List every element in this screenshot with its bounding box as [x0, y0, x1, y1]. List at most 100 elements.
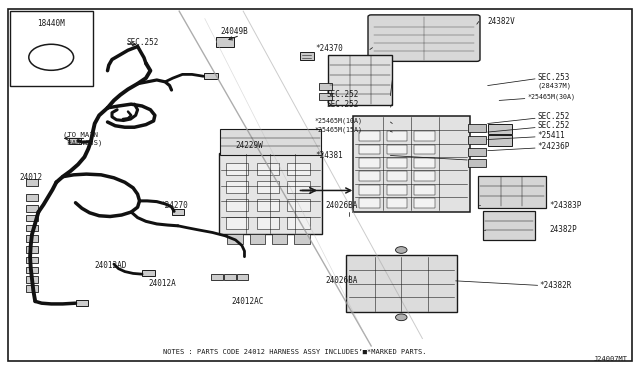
Bar	[26, 267, 38, 273]
Text: *24270: *24270	[160, 201, 188, 210]
Bar	[387, 145, 407, 154]
Text: SEC.252: SEC.252	[538, 112, 570, 121]
Bar	[468, 136, 486, 144]
Text: 24012AC: 24012AC	[232, 297, 264, 306]
Bar	[387, 198, 407, 208]
Bar	[26, 225, 38, 231]
FancyBboxPatch shape	[220, 129, 321, 155]
Text: 24229W: 24229W	[236, 141, 263, 150]
Bar	[387, 171, 407, 181]
Text: SEC.252: SEC.252	[326, 100, 359, 109]
Bar	[387, 131, 407, 141]
Text: 24012A: 24012A	[148, 279, 176, 288]
Bar	[26, 205, 38, 212]
FancyBboxPatch shape	[219, 153, 322, 234]
Ellipse shape	[396, 314, 407, 321]
Bar	[488, 124, 512, 134]
Bar	[257, 217, 279, 229]
Text: *24236P: *24236P	[538, 142, 570, 151]
Bar	[272, 234, 287, 244]
Bar	[250, 234, 265, 244]
Bar	[224, 274, 236, 280]
Bar	[414, 171, 435, 181]
Bar	[142, 270, 155, 276]
Text: 24026BA: 24026BA	[325, 201, 358, 210]
Text: SEC.252: SEC.252	[538, 121, 570, 130]
Bar	[359, 158, 380, 168]
Bar	[26, 257, 38, 263]
Bar	[76, 300, 88, 306]
Text: *25465M(15A): *25465M(15A)	[315, 127, 363, 134]
Bar	[359, 198, 380, 208]
Bar	[226, 163, 248, 175]
Text: *24370: *24370	[315, 44, 342, 53]
Bar	[226, 181, 248, 193]
Bar	[414, 131, 435, 141]
Bar	[468, 148, 486, 156]
Text: SEC.252: SEC.252	[127, 38, 159, 46]
FancyBboxPatch shape	[478, 176, 546, 208]
Bar	[26, 276, 38, 283]
Bar	[26, 194, 38, 201]
Bar	[287, 199, 310, 211]
FancyBboxPatch shape	[483, 211, 535, 240]
Bar	[387, 185, 407, 195]
Bar	[287, 163, 310, 175]
Bar	[26, 179, 38, 186]
Bar	[294, 234, 310, 244]
Bar	[319, 93, 332, 100]
Text: HARNESS): HARNESS)	[63, 140, 102, 147]
Text: 24049B: 24049B	[221, 27, 248, 36]
Bar	[414, 185, 435, 195]
Bar	[359, 185, 380, 195]
FancyBboxPatch shape	[346, 255, 457, 312]
Bar	[287, 181, 310, 193]
Bar	[287, 217, 310, 229]
Bar	[488, 135, 512, 146]
Bar	[359, 171, 380, 181]
Text: (28437M): (28437M)	[538, 82, 572, 89]
Bar	[414, 145, 435, 154]
Text: 24382V: 24382V	[488, 17, 515, 26]
Ellipse shape	[396, 247, 407, 253]
FancyBboxPatch shape	[328, 55, 392, 105]
Text: NOTES : PARTS CODE 24012 HARNESS ASSY INCLUDES’■*MARKED PARTS.: NOTES : PARTS CODE 24012 HARNESS ASSY IN…	[163, 349, 427, 355]
Bar	[387, 158, 407, 168]
Bar	[226, 217, 248, 229]
Bar	[69, 138, 81, 144]
Bar	[26, 215, 38, 221]
Bar	[227, 234, 243, 244]
Bar	[359, 145, 380, 154]
Text: 18440M: 18440M	[37, 19, 65, 28]
Text: 24012: 24012	[19, 173, 42, 182]
Bar	[226, 199, 248, 211]
Bar	[414, 198, 435, 208]
Bar	[257, 163, 279, 175]
Bar	[26, 285, 38, 292]
Text: *25465M(10A): *25465M(10A)	[315, 118, 363, 124]
Bar	[468, 159, 486, 167]
Text: *24381: *24381	[315, 151, 342, 160]
Bar	[10, 11, 93, 86]
Bar	[26, 246, 38, 253]
Text: SEC.252: SEC.252	[326, 90, 359, 99]
Bar	[257, 181, 279, 193]
Text: 24012AD: 24012AD	[95, 262, 127, 270]
Bar	[359, 131, 380, 141]
Text: *24383P: *24383P	[549, 201, 582, 210]
Bar	[204, 73, 218, 79]
Bar	[257, 199, 279, 211]
Bar	[319, 83, 332, 90]
Text: *25411: *25411	[538, 131, 565, 140]
Bar	[468, 124, 486, 132]
Bar	[172, 209, 184, 215]
Text: (TO MAIN: (TO MAIN	[63, 131, 98, 138]
Text: *24382R: *24382R	[539, 281, 572, 290]
Text: 24026BA: 24026BA	[325, 276, 358, 285]
Text: 24382P: 24382P	[549, 225, 577, 234]
Text: SEC.253: SEC.253	[538, 73, 570, 82]
Bar	[300, 52, 314, 60]
Text: *25465M(30A): *25465M(30A)	[528, 93, 576, 100]
Bar	[26, 235, 38, 242]
Bar	[414, 158, 435, 168]
